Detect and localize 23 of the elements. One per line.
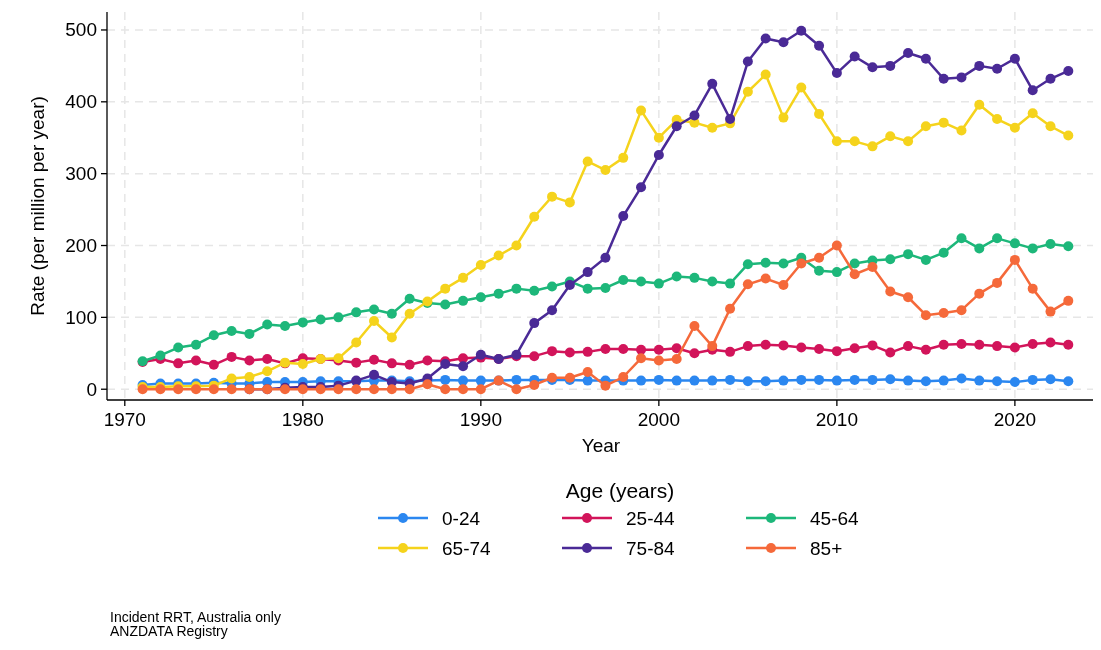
y-tick-label: 300 xyxy=(65,163,97,185)
text: ANZDATA Registry xyxy=(110,623,228,639)
legend-label: 45-64 xyxy=(810,507,860,529)
text: Incident RRT, Australia only xyxy=(110,609,281,625)
x-tick-label: 2010 xyxy=(815,409,859,430)
y-tick-label: 400 xyxy=(65,91,97,113)
x-tick-label: 1980 xyxy=(281,409,324,430)
legend-label: 0-24 xyxy=(442,507,481,529)
legend-title: Age (years) xyxy=(565,479,675,502)
x-tick-label: 1970 xyxy=(103,409,146,430)
x-tick-label: 2020 xyxy=(993,409,1037,430)
y-tick-label: 0 xyxy=(86,378,97,400)
y-axis-title: Rate (per million per year) xyxy=(27,96,48,316)
y-tick-label: 200 xyxy=(65,235,97,257)
legend-label: 65-74 xyxy=(442,537,492,559)
y-tick-label: 100 xyxy=(65,306,97,328)
legend-label: 85+ xyxy=(810,537,843,559)
x-tick-label: 1990 xyxy=(459,409,502,430)
x-tick-label: 2000 xyxy=(637,409,680,430)
legend-label: 25-44 xyxy=(626,507,676,529)
y-tick-label: 500 xyxy=(65,19,97,41)
x-axis-title: Year xyxy=(581,435,621,456)
legend-label: 75-84 xyxy=(626,537,676,559)
